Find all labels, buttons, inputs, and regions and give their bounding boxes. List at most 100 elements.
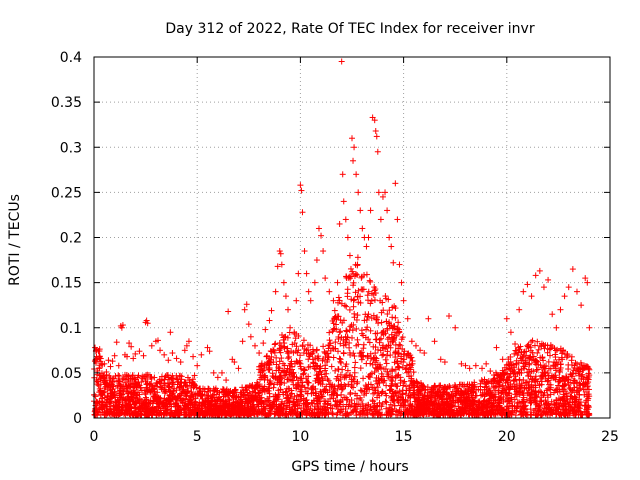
data-point [311, 397, 318, 404]
data-point [262, 326, 269, 333]
data-point [545, 276, 552, 283]
data-point [367, 207, 374, 214]
data-point [350, 157, 357, 164]
data-point [322, 275, 329, 282]
y-tick-label: 0.3 [60, 140, 82, 156]
data-point [173, 355, 180, 362]
data-point [343, 303, 350, 310]
y-tick-label: 0.1 [60, 321, 82, 337]
data-point [349, 268, 356, 275]
data-point [388, 243, 395, 250]
data-point [512, 340, 519, 347]
data-point [251, 342, 258, 349]
data-point [490, 383, 497, 390]
y-tick-label: 0 [73, 411, 82, 427]
data-point [352, 359, 359, 366]
data-point [225, 308, 232, 315]
data-point [357, 207, 364, 214]
data-point [527, 406, 534, 413]
data-point [115, 362, 122, 369]
data-point [520, 288, 527, 295]
data-point [395, 319, 402, 326]
data-point [286, 329, 293, 336]
data-point [401, 378, 408, 385]
data-point [357, 387, 364, 394]
data-point [126, 340, 133, 347]
data-point [338, 58, 345, 65]
data-point [479, 365, 486, 372]
data-point [382, 398, 389, 405]
data-point [295, 270, 302, 277]
data-point [301, 248, 308, 255]
data-point [299, 209, 306, 216]
data-point [303, 270, 310, 277]
data-point [183, 342, 190, 349]
data-point [305, 288, 312, 295]
data-point [516, 306, 523, 313]
data-point [105, 357, 112, 364]
data-point [194, 362, 201, 369]
data-point [185, 338, 192, 345]
data-point [177, 359, 184, 366]
data-point [351, 144, 358, 151]
data-point [353, 171, 360, 178]
data-point [321, 387, 328, 394]
data-point [421, 350, 428, 357]
data-point [578, 302, 585, 309]
data-point [198, 351, 205, 358]
data-point [245, 321, 252, 328]
data-point [266, 317, 273, 324]
data-point [124, 353, 131, 360]
data-point [535, 346, 542, 353]
data-point [140, 352, 147, 359]
data-point [210, 369, 217, 376]
data-point [573, 288, 580, 295]
data-point [214, 374, 221, 381]
data-point [223, 377, 230, 384]
data-point [561, 293, 568, 300]
data-point [431, 338, 438, 345]
data-point [462, 362, 469, 369]
data-point [297, 182, 304, 189]
data-point [382, 293, 389, 300]
data-point [382, 189, 389, 196]
data-point [386, 234, 393, 241]
x-tick-label: 10 [291, 429, 309, 445]
data-point [441, 359, 448, 366]
data-point [396, 261, 403, 268]
data-point [344, 234, 351, 241]
chart-title: Day 312 of 2022, Rate Of TEC Index for r… [165, 21, 534, 37]
data-point [365, 234, 372, 241]
data-point [344, 367, 351, 374]
data-point [271, 381, 278, 388]
data-point [466, 365, 473, 372]
data-point [280, 279, 287, 286]
data-point [379, 389, 386, 396]
data-point [282, 293, 289, 300]
data-point [371, 369, 378, 376]
data-point [390, 259, 397, 266]
data-point [446, 313, 453, 320]
data-point [243, 301, 250, 308]
data-point [524, 281, 531, 288]
data-point [119, 322, 126, 329]
data-point [278, 261, 285, 268]
data-point [553, 324, 560, 331]
data-point [549, 311, 556, 318]
data-point [417, 347, 424, 354]
data-point [545, 358, 552, 365]
data-point [374, 148, 381, 155]
data-point [437, 356, 444, 363]
data-points [91, 58, 593, 419]
data-point [143, 317, 150, 324]
data-point [113, 339, 120, 346]
data-point [540, 284, 547, 291]
data-point [359, 225, 366, 232]
data-point [330, 354, 337, 361]
data-point [111, 352, 118, 359]
data-point [582, 275, 589, 282]
data-point [293, 297, 300, 304]
data-point [330, 297, 337, 304]
data-point [274, 263, 281, 270]
data-point [371, 297, 378, 304]
